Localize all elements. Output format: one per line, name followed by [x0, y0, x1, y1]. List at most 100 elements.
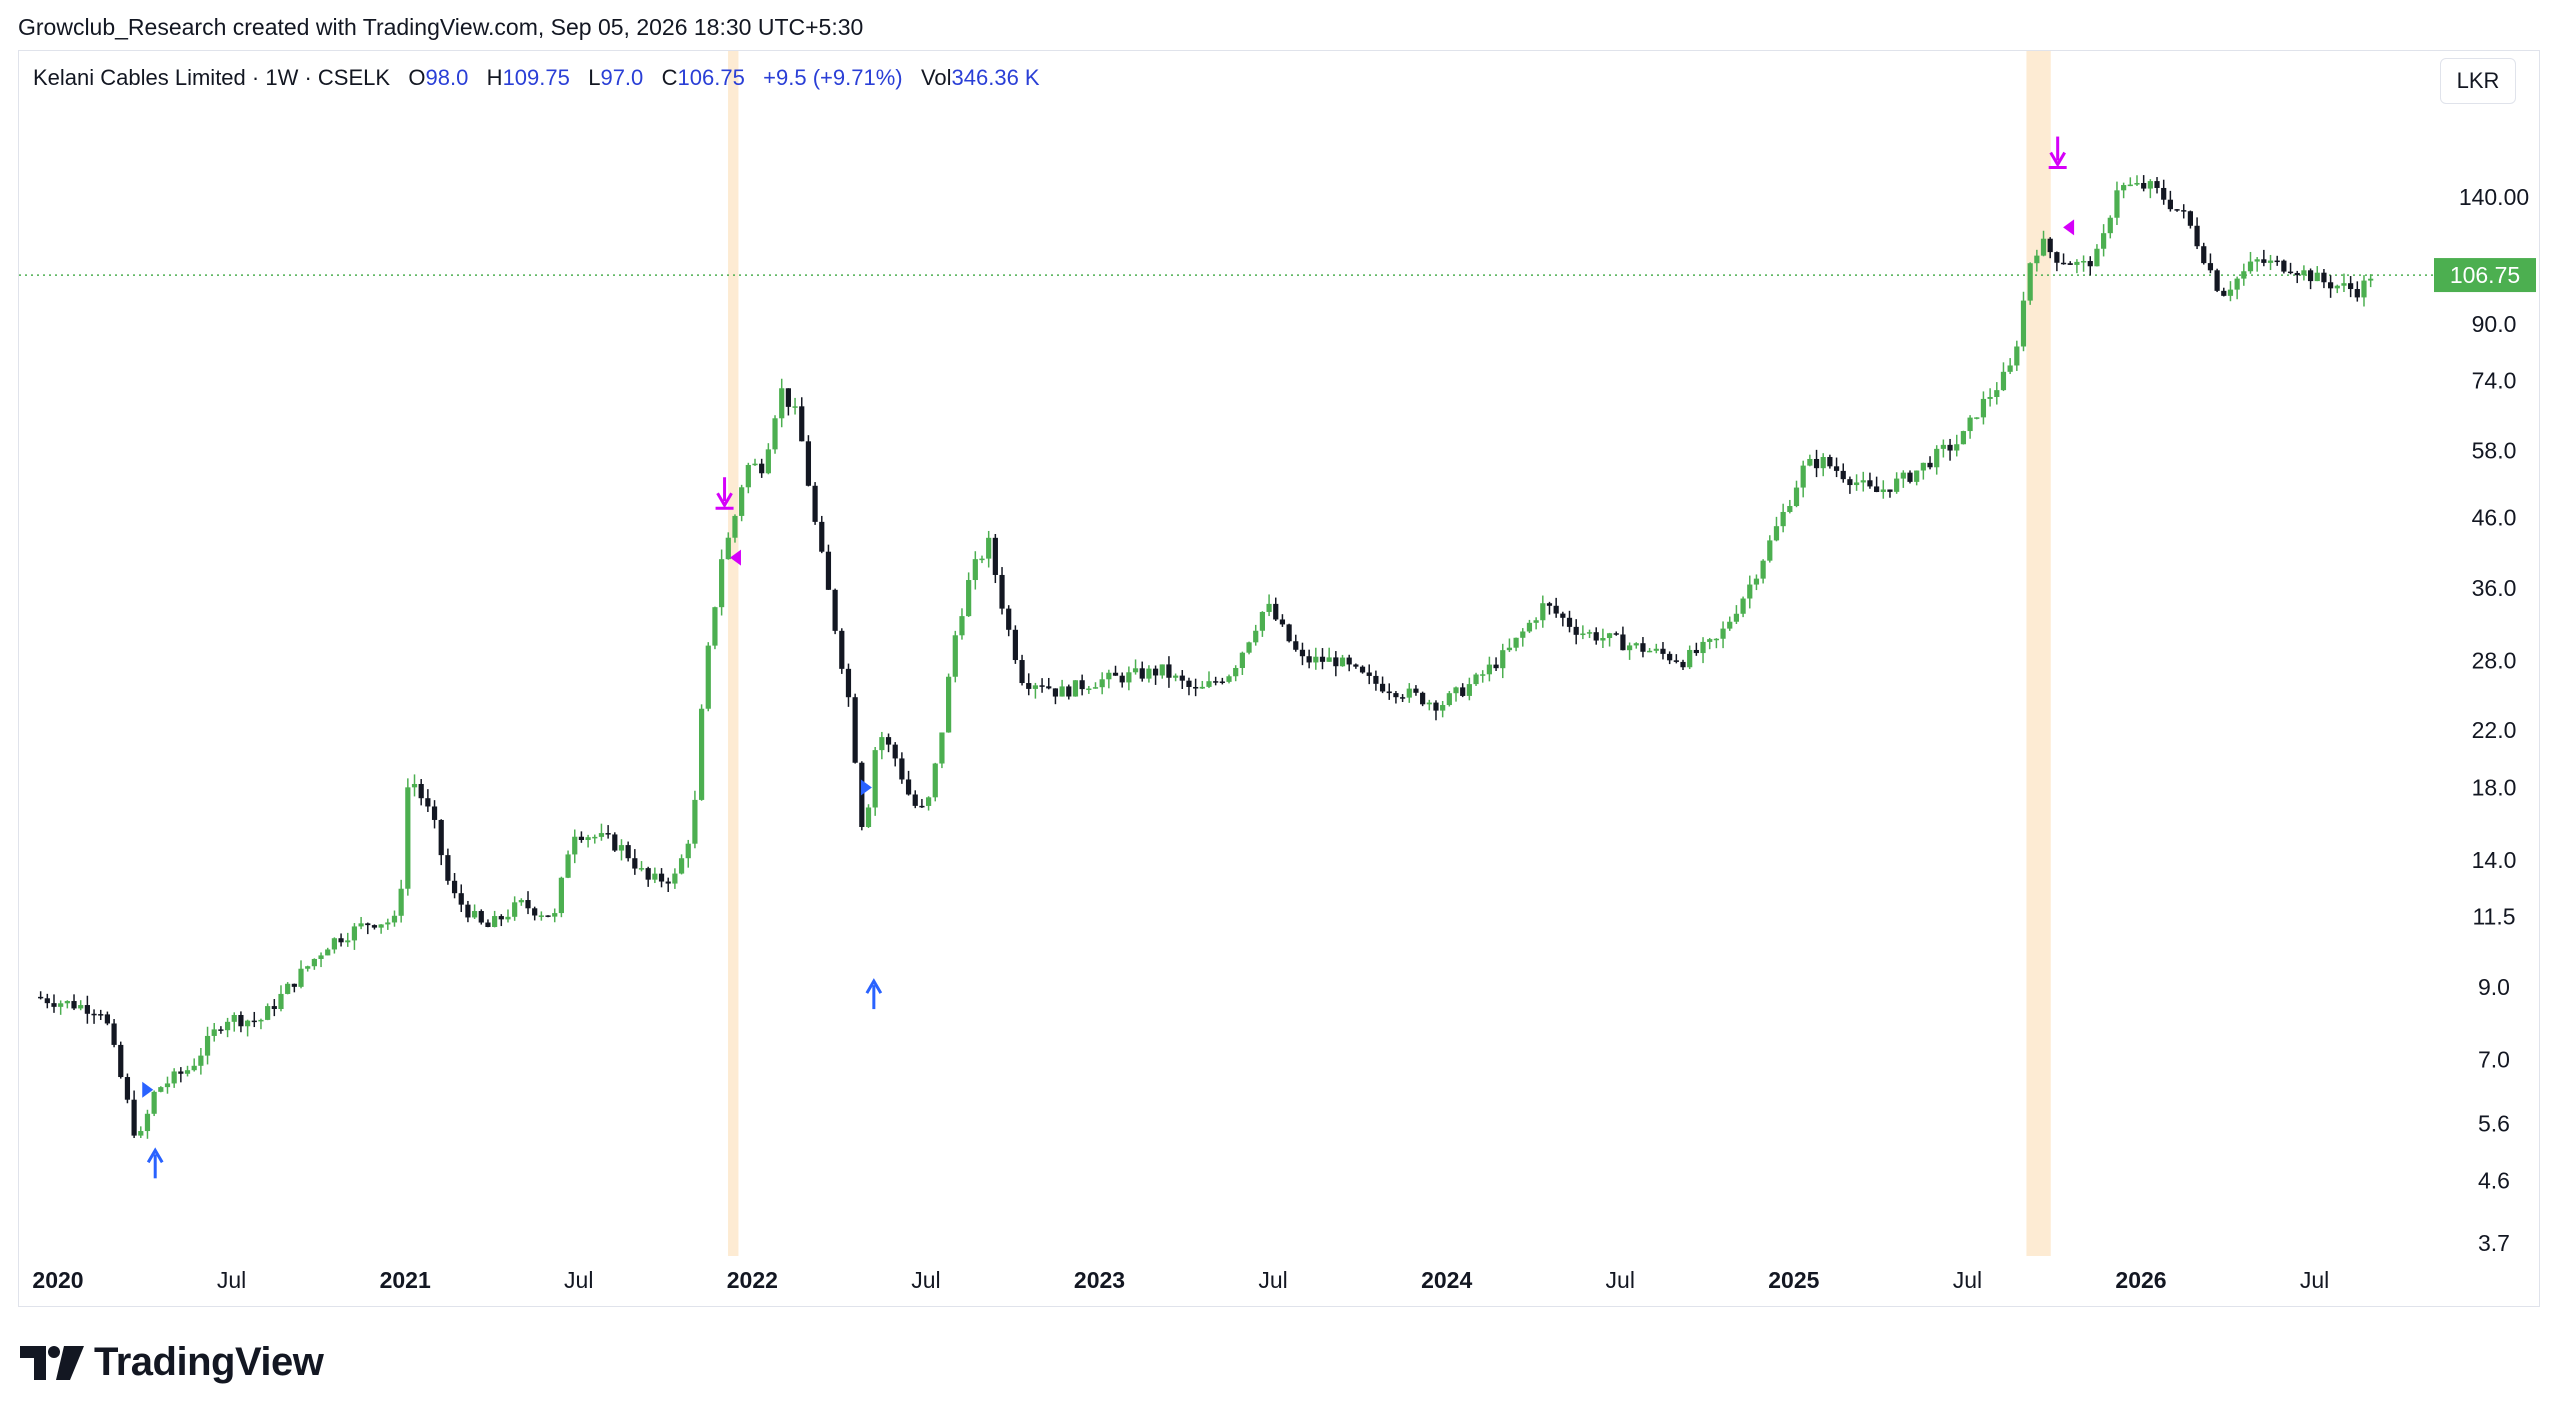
candle-308	[2094, 244, 2100, 267]
candle-123	[859, 761, 865, 831]
candle-195	[1339, 654, 1346, 667]
candle-279	[1900, 470, 1906, 488]
tradingview-logo[interactable]: TradingView	[20, 1340, 324, 1385]
candle-20	[171, 1068, 177, 1088]
candle-85	[605, 825, 611, 839]
candle-80	[572, 829, 578, 864]
y-tick-label: 9.0	[2478, 974, 2510, 1000]
candle-174	[1199, 680, 1205, 689]
candle-32	[251, 1011, 257, 1028]
candle-205	[1406, 683, 1412, 703]
candle-233	[1593, 627, 1599, 645]
candle-43	[325, 947, 331, 956]
candle-157	[1086, 685, 1092, 694]
candle-68	[492, 910, 498, 928]
candle-348	[2361, 275, 2367, 307]
candle-336	[2281, 259, 2287, 274]
candle-298	[2027, 262, 2033, 305]
candle-127	[885, 733, 892, 753]
y-tick-label: 7.0	[2478, 1046, 2510, 1072]
candle-108	[759, 458, 765, 478]
candle-105	[739, 484, 745, 522]
candle-37	[285, 982, 291, 995]
candle-265	[1807, 454, 1813, 467]
candle-252	[1720, 621, 1726, 649]
candle-187	[1286, 623, 1292, 643]
candle-113	[792, 397, 798, 415]
x-tick-label: 2020	[32, 1267, 83, 1293]
candle-25	[204, 1026, 211, 1065]
chart-frame[interactable]	[18, 50, 2540, 1307]
candle-335	[2274, 255, 2280, 266]
candle-9	[98, 1009, 104, 1020]
candle-273	[1860, 471, 1866, 492]
x-tick-label: Jul	[911, 1267, 940, 1293]
candle-70	[505, 909, 511, 923]
low-label: L	[588, 65, 601, 90]
candle-238	[1626, 642, 1633, 660]
candle-290	[1974, 417, 1980, 420]
candle-266	[1813, 449, 1820, 478]
candle-254	[1733, 605, 1740, 625]
candle-341	[2314, 266, 2320, 282]
candle-51	[378, 924, 384, 934]
candle-2	[51, 994, 57, 1013]
symbol-title: Kelani Cables Limited · 1W · CSELK	[33, 65, 391, 90]
candle-41	[311, 958, 317, 970]
candle-34	[265, 1003, 271, 1021]
candle-111	[779, 378, 785, 428]
candle-226	[1546, 601, 1553, 615]
candle-11	[111, 1019, 117, 1048]
candle-79	[565, 850, 571, 879]
x-tick-label: 2021	[380, 1267, 431, 1293]
candle-18	[158, 1086, 164, 1093]
candle-306	[2080, 255, 2087, 272]
candle-31	[245, 1019, 251, 1037]
y-tick-label: 140.00	[2459, 184, 2529, 210]
candle-28	[224, 1017, 231, 1038]
candle-54	[398, 879, 404, 923]
currency-button[interactable]: LKR	[2440, 58, 2516, 104]
candle-0	[38, 991, 44, 1000]
candle-95	[672, 868, 678, 889]
candle-91	[645, 866, 651, 887]
candle-65	[472, 904, 478, 920]
candle-282	[1920, 462, 1926, 480]
candle-21	[178, 1067, 184, 1083]
candle-134	[932, 762, 938, 802]
candle-112	[785, 388, 791, 416]
candle-340	[2307, 268, 2314, 290]
sell-signal-triangle-3	[729, 549, 741, 566]
candle-302	[2054, 251, 2060, 272]
candle-199	[1366, 664, 1372, 685]
buy-signal-arrow-4	[865, 978, 883, 1010]
candle-98	[692, 790, 698, 849]
candle-173	[1193, 678, 1199, 697]
candle-119	[832, 588, 838, 635]
low-value: 97.0	[600, 65, 644, 90]
candle-286	[1947, 438, 1953, 461]
candle-22	[184, 1065, 191, 1077]
open-value: 98.0	[425, 65, 469, 90]
candle-159	[1099, 672, 1105, 695]
candle-171	[1179, 670, 1185, 690]
candle-8	[91, 1009, 97, 1024]
x-tick-label: 2022	[727, 1267, 778, 1293]
candle-141	[979, 555, 985, 564]
candle-228	[1560, 611, 1566, 627]
y-tick-label: 11.5	[2472, 904, 2515, 930]
candle-1	[44, 993, 50, 1009]
candle-30	[238, 1011, 244, 1033]
candle-153	[1059, 679, 1065, 697]
candle-42	[318, 952, 324, 968]
candle-210	[1440, 700, 1446, 718]
candle-16	[144, 1109, 151, 1139]
y-tick-label: 90.0	[2472, 311, 2517, 337]
candle-94	[665, 877, 671, 893]
candle-5	[71, 994, 77, 1011]
tradingview-logo-text: TradingView	[94, 1340, 324, 1384]
candle-73	[525, 891, 531, 915]
candle-325	[2207, 253, 2214, 274]
y-tick-label: 18.0	[2472, 775, 2517, 801]
